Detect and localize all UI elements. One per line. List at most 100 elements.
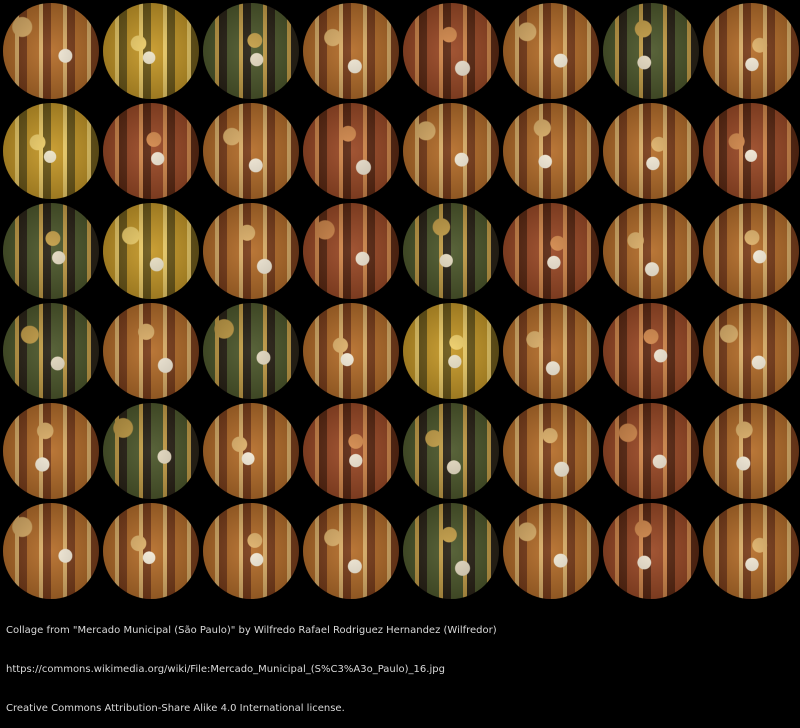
tile-shading — [703, 203, 799, 299]
tile-shading — [503, 103, 599, 199]
tile-shading — [703, 303, 799, 399]
tile-shading — [403, 303, 499, 399]
market-photo-tile — [603, 303, 699, 399]
tile-shading — [203, 203, 299, 299]
tile-shading — [3, 103, 99, 199]
tile-shading — [303, 203, 399, 299]
market-photo-tile — [403, 103, 499, 199]
tile-shading — [3, 403, 99, 499]
tile-shading — [303, 503, 399, 599]
market-photo-tile — [703, 303, 799, 399]
market-photo-tile — [703, 103, 799, 199]
tile-shading — [503, 403, 599, 499]
market-photo-tile — [3, 3, 99, 99]
market-photo-tile — [503, 103, 599, 199]
market-photo-tile — [203, 103, 299, 199]
market-photo-tile — [503, 203, 599, 299]
market-photo-tile — [203, 503, 299, 599]
market-photo-tile — [3, 403, 99, 499]
tile-shading — [3, 503, 99, 599]
tile-shading — [303, 303, 399, 399]
tile-shading — [703, 403, 799, 499]
market-photo-tile — [3, 303, 99, 399]
tile-shading — [3, 203, 99, 299]
tile-shading — [103, 303, 199, 399]
market-photo-tile — [103, 303, 199, 399]
tile-shading — [103, 503, 199, 599]
market-photo-tile — [703, 503, 799, 599]
market-photo-tile — [503, 503, 599, 599]
market-photo-tile — [103, 103, 199, 199]
tile-shading — [303, 3, 399, 99]
tile-shading — [503, 203, 599, 299]
market-photo-tile — [603, 3, 699, 99]
tile-shading — [303, 403, 399, 499]
caption-license-line: Creative Commons Attribution-Share Alike… — [6, 703, 345, 714]
market-photo-tile — [403, 403, 499, 499]
market-photo-tile — [103, 403, 199, 499]
market-photo-tile — [303, 3, 399, 99]
market-photo-tile — [103, 3, 199, 99]
tile-shading — [603, 103, 699, 199]
market-photo-tile — [203, 403, 299, 499]
market-photo-tile — [3, 203, 99, 299]
tile-shading — [403, 503, 499, 599]
tile-shading — [203, 303, 299, 399]
tile-shading — [103, 403, 199, 499]
market-photo-tile — [303, 303, 399, 399]
market-photo-tile — [403, 203, 499, 299]
market-photo-tile — [403, 303, 499, 399]
market-photo-tile — [303, 403, 399, 499]
tile-shading — [703, 503, 799, 599]
market-photo-tile — [703, 203, 799, 299]
tile-shading — [203, 103, 299, 199]
market-photo-tile — [403, 503, 499, 599]
market-photo-tile — [703, 3, 799, 99]
caption-url-line: https://commons.wikimedia.org/wiki/File:… — [6, 664, 445, 675]
market-photo-tile — [303, 103, 399, 199]
tile-shading — [703, 3, 799, 99]
caption-title-line: Collage from "Mercado Municipal (São Pau… — [6, 625, 497, 636]
market-photo-tile — [3, 503, 99, 599]
tile-shading — [603, 3, 699, 99]
market-photo-tile — [203, 303, 299, 399]
tile-shading — [103, 203, 199, 299]
market-photo-tile — [103, 503, 199, 599]
tile-shading — [3, 303, 99, 399]
tile-shading — [603, 503, 699, 599]
market-photo-tile — [603, 103, 699, 199]
tile-shading — [603, 403, 699, 499]
tile-shading — [203, 403, 299, 499]
market-photo-tile — [603, 503, 699, 599]
tile-shading — [403, 3, 499, 99]
market-photo-tile — [403, 3, 499, 99]
tile-shading — [403, 203, 499, 299]
tile-shading — [503, 3, 599, 99]
image-credit-caption: Collage from "Mercado Municipal (São Pau… — [6, 598, 796, 728]
tile-shading — [3, 3, 99, 99]
tile-shading — [203, 503, 299, 599]
market-photo-tile — [603, 203, 699, 299]
market-photo-tile — [3, 103, 99, 199]
market-photo-tile — [103, 203, 199, 299]
market-photo-tile — [503, 303, 599, 399]
tile-shading — [103, 103, 199, 199]
tile-shading — [603, 203, 699, 299]
market-photo-tile — [203, 203, 299, 299]
tile-shading — [103, 3, 199, 99]
photo-collage-grid — [3, 3, 799, 599]
tile-shading — [503, 303, 599, 399]
market-photo-tile — [603, 403, 699, 499]
tile-shading — [503, 503, 599, 599]
tile-shading — [603, 303, 699, 399]
market-photo-tile — [503, 403, 599, 499]
tile-shading — [403, 403, 499, 499]
market-photo-tile — [503, 3, 599, 99]
market-photo-tile — [303, 503, 399, 599]
tile-shading — [703, 103, 799, 199]
market-photo-tile — [703, 403, 799, 499]
tile-shading — [203, 3, 299, 99]
tile-shading — [303, 103, 399, 199]
market-photo-tile — [303, 203, 399, 299]
tile-shading — [403, 103, 499, 199]
